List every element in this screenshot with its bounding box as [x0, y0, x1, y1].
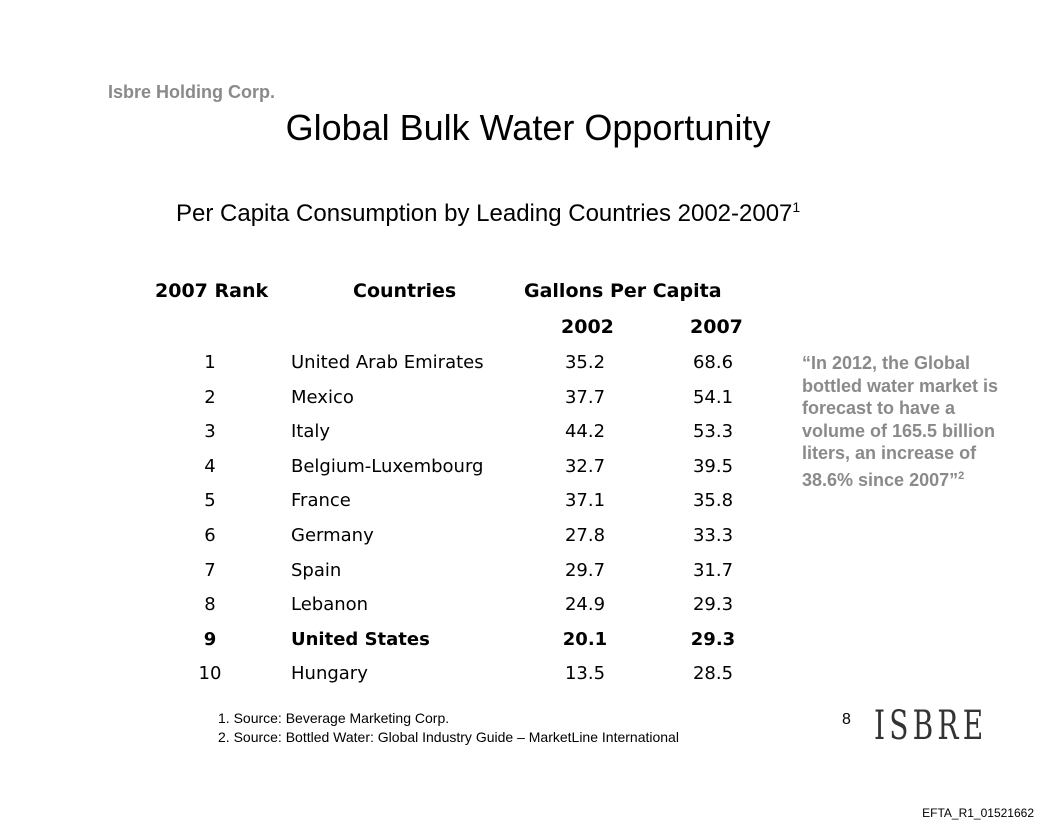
table-cell-rank: 9 [203, 628, 217, 650]
table-cell-country: Germany [291, 525, 374, 546]
table-cell-v2007: 33.3 [692, 525, 734, 546]
header-gallons: Gallons Per Capita [524, 280, 722, 302]
subtitle-text: Per Capita Consumption by Leading Countr… [176, 200, 793, 227]
table-cell-v2002: 44.2 [564, 421, 606, 443]
slide-title: Global Bulk Water Opportunity [285, 107, 771, 148]
table-cell-rank: 3 [204, 421, 216, 443]
table-cell-rank: 2 [204, 386, 216, 408]
table-cell-country: France [291, 490, 351, 512]
table-cell-v2007: 39.5 [692, 455, 734, 477]
table-cell-rank: 10 [198, 663, 222, 685]
header-countries: Countries [353, 280, 457, 302]
isbre-logo: ISBRE [874, 703, 988, 749]
table-cell-country: United States [291, 628, 430, 650]
table-cell-country: Italy [291, 421, 331, 443]
quote-text: “In 2012, the Global bottled water marke… [802, 353, 999, 490]
table-cell-v2002: 35.2 [564, 352, 606, 373]
table-cell-v2007: 29.3 [692, 594, 734, 616]
table-cell-v2002: 20.1 [562, 628, 608, 650]
table-cell-v2007: 68.6 [692, 352, 734, 373]
table-cell-rank: 6 [204, 525, 216, 546]
footnote-1: 1. Source: Beverage Marketing Corp. [218, 710, 450, 726]
table-cell-v2007: 35.8 [692, 490, 734, 512]
footnotes: 1. Source: Beverage Marketing Corp. 2. S… [218, 709, 679, 747]
table-cell-v2002: 37.7 [564, 386, 606, 408]
document-reference: EFTA_R1_01521662 [922, 806, 1034, 820]
table-cell-v2007: 54.1 [692, 386, 734, 408]
table-cell-country: United Arab Emirates [291, 352, 484, 373]
header-rank: 2007 Rank [155, 280, 269, 302]
footnote-2: 2. Source: Bottled Water: Global Industr… [218, 729, 679, 745]
table-cell-v2002: 27.8 [564, 525, 606, 546]
table-cell-country: Spain [291, 559, 342, 581]
page-number: 8 [842, 711, 851, 728]
table-cell-country: Lebanon [291, 594, 369, 616]
table-cell-rank: 1 [204, 352, 216, 373]
table-cell-rank: 8 [204, 594, 216, 616]
table-cell-v2007: 29.3 [690, 628, 736, 650]
header-2002: 2002 [561, 316, 614, 338]
table-cell-v2002: 13.5 [564, 663, 606, 685]
table-cell-v2002: 32.7 [564, 455, 606, 477]
footnote-ref: 2 [958, 469, 965, 482]
company-name: Isbre Holding Corp. [108, 82, 276, 102]
table-cell-country: Hungary [291, 663, 368, 685]
slide-subtitle: Per Capita Consumption by Leading Countr… [176, 199, 800, 228]
table-cell-country: Mexico [291, 386, 354, 408]
table-cell-rank: 4 [204, 455, 216, 477]
table-cell-v2007: 31.7 [692, 559, 734, 581]
table-cell-v2002: 29.7 [564, 559, 606, 581]
header-2007: 2007 [690, 316, 743, 338]
table-cell-v2007: 28.5 [692, 663, 734, 685]
table-cell-v2002: 24.9 [564, 594, 606, 616]
table-cell-v2002: 37.1 [564, 490, 606, 512]
table-cell-country: Belgium-Luxembourg [291, 455, 484, 477]
quote-callout: “In 2012, the Global bottled water marke… [802, 352, 1002, 491]
table-cell-rank: 5 [204, 490, 216, 512]
table-cell-v2007: 53.3 [692, 421, 734, 443]
footnote-ref: 1 [792, 199, 801, 215]
table-cell-rank: 7 [204, 559, 216, 581]
